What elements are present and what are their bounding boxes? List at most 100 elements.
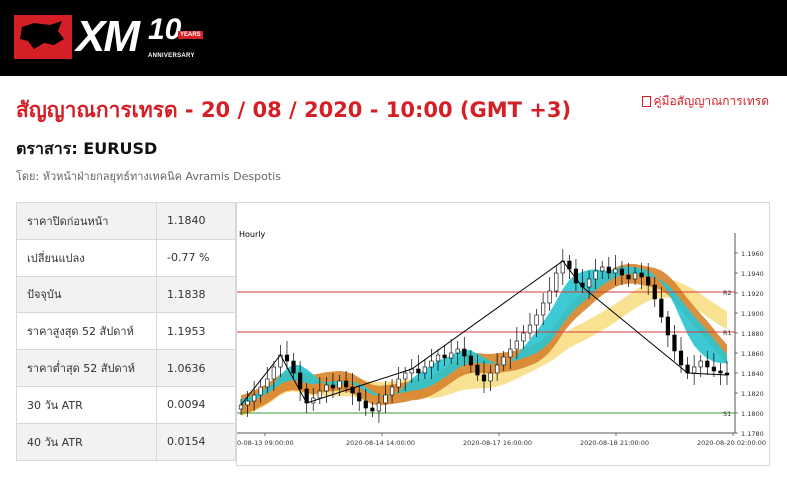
x-tick-label: 2020-08-14 14:00:00 — [346, 439, 415, 447]
stat-label: ราคาสูงสุด 52 สัปดาห์ — [16, 312, 157, 351]
table-row: 30 วัน ATR 0.0094 — [16, 385, 236, 424]
y-tick-label: 1.1800 — [741, 410, 764, 418]
candle-body — [383, 394, 388, 404]
stat-value: 1.1838 — [156, 275, 236, 314]
cloud-yellow — [241, 279, 727, 417]
x-tick-label: 2020-08-18 21:00:00 — [580, 439, 649, 447]
level-label-r1: R1 — [723, 329, 732, 337]
stat-label: 30 วัน ATR — [16, 385, 157, 424]
candle-body — [711, 366, 716, 372]
table-row: 40 วัน ATR 0.0154 — [16, 422, 236, 461]
candle-body — [475, 364, 480, 376]
candle-body — [271, 366, 276, 380]
y-tick-label: 1.1920 — [741, 290, 764, 298]
author-line: โดย: หัวหน้าฝ่ายกลยุทธ์ทางเทคนิค Avramis… — [16, 170, 281, 183]
candle-body — [718, 370, 723, 374]
candle-body — [468, 355, 473, 366]
stat-label: ราคาปิดก่อนหน้า — [16, 202, 157, 240]
candle-body — [613, 268, 618, 274]
candle-body — [600, 266, 605, 272]
table-row: เปลี่ยนแปลง -0.77 % — [16, 238, 236, 277]
candle-body — [541, 302, 546, 316]
stat-value: 0.0154 — [156, 422, 236, 461]
candle-body — [416, 368, 421, 374]
y-tick-label: 1.1900 — [741, 310, 764, 318]
level-label-r2: R2 — [723, 289, 732, 297]
instrument-heading: ตราสาร: EURUSD — [16, 139, 158, 158]
candle-body — [343, 380, 349, 388]
anniversary-label: ANNIVERSARY — [148, 53, 195, 59]
candle-body — [619, 268, 625, 276]
y-tick-label: 1.1860 — [741, 350, 764, 358]
anniversary-number: 10 — [148, 13, 182, 46]
candle-body — [639, 272, 644, 278]
stat-label: ปัจจุบัน — [16, 275, 157, 314]
candle-body — [534, 314, 539, 326]
candle-body — [403, 372, 408, 380]
candle-body — [606, 266, 611, 274]
x-tick-label: 0-08-13 09:00:00 — [237, 439, 294, 447]
bull-logo-icon — [14, 15, 72, 59]
table-row: ราคาต่ำสุด 52 สัปดาห์ 1.0636 — [16, 349, 236, 387]
anniversary-badge: 10 YEARS ANNIVERSARY — [148, 13, 204, 59]
candle-body — [258, 386, 263, 396]
zigzag-line — [240, 260, 728, 406]
y-tick-label: 1.1840 — [741, 370, 764, 378]
table-row: ปัจจุบัน 1.1838 — [16, 275, 236, 314]
stats-table: ราคาปิดก่อนหน้า 1.1840 เปลี่ยนแปลง -0.77 %… — [16, 202, 236, 461]
candle-body — [705, 360, 710, 368]
candle-body — [646, 276, 651, 286]
candle-body — [462, 348, 467, 357]
x-tick-label: 2020-08-17 16:00:00 — [463, 439, 532, 447]
candle-body — [692, 366, 697, 374]
candle-body — [376, 402, 382, 412]
candle-body — [449, 352, 454, 359]
page-title: สัญญาณการเทรด - 20 / 08 / 2020 - 10:00 (… — [16, 98, 572, 122]
stat-label: 40 วัน ATR — [16, 422, 157, 461]
candle-body — [514, 340, 519, 350]
y-tick-label: 1.1880 — [741, 330, 764, 338]
y-tick-label: 1.1820 — [741, 390, 764, 398]
candle-body — [389, 386, 395, 396]
chart-svg: Hourly R2 R1 S1 1.1960 1.1940 1.1920 1.1900 1.18… — [237, 230, 766, 447]
candle-body — [330, 384, 336, 389]
candle-body — [672, 334, 677, 352]
candle-body — [508, 348, 513, 358]
table-row: ราคาสูงสุด 52 สัปดาห์ 1.1953 — [16, 312, 236, 351]
signals-manual-link[interactable]: คู่มือสัญญาณการเทรด — [641, 92, 769, 111]
candle-body — [547, 290, 552, 304]
candle-body — [501, 356, 506, 366]
candle-body — [396, 378, 401, 388]
candle-body — [481, 374, 487, 382]
candle-body — [265, 378, 270, 388]
candle-body — [521, 332, 526, 342]
candle-body — [659, 298, 664, 318]
candle-body — [298, 372, 303, 390]
xm-logo[interactable]: XM 10 YEARS ANNIVERSARY — [14, 12, 204, 61]
candle-body — [652, 284, 657, 300]
candle-body — [363, 400, 368, 409]
table-row: ราคาปิดก่อนหน้า 1.1840 — [16, 202, 236, 240]
candle-body — [632, 272, 638, 280]
candle-body — [495, 364, 500, 374]
stat-label: ราคาต่ำสุด 52 สัปดาห์ — [16, 349, 157, 387]
level-label-s1: S1 — [723, 410, 731, 418]
candle-body — [317, 390, 322, 399]
pdf-icon — [641, 96, 651, 107]
candle-body — [678, 350, 684, 366]
price-chart: Hourly R2 R1 S1 1.1960 1.1940 1.1920 1.1900 1.18… — [236, 202, 770, 466]
y-tick-label: 1.1780 — [741, 430, 764, 438]
chart-title: Hourly — [239, 230, 265, 239]
candle-body — [422, 366, 427, 374]
candle-body — [488, 372, 493, 382]
stat-value: 1.1840 — [156, 202, 236, 240]
site-header: XM 10 YEARS ANNIVERSARY — [0, 0, 787, 76]
logo-text: XM — [76, 12, 140, 61]
stat-value: 0.0094 — [156, 385, 236, 424]
candle-body — [554, 272, 559, 292]
candle-body — [435, 354, 441, 362]
stat-value: 1.0636 — [156, 349, 236, 387]
candle-body — [245, 400, 250, 406]
candle-body — [442, 354, 447, 359]
candle-body — [626, 274, 631, 280]
